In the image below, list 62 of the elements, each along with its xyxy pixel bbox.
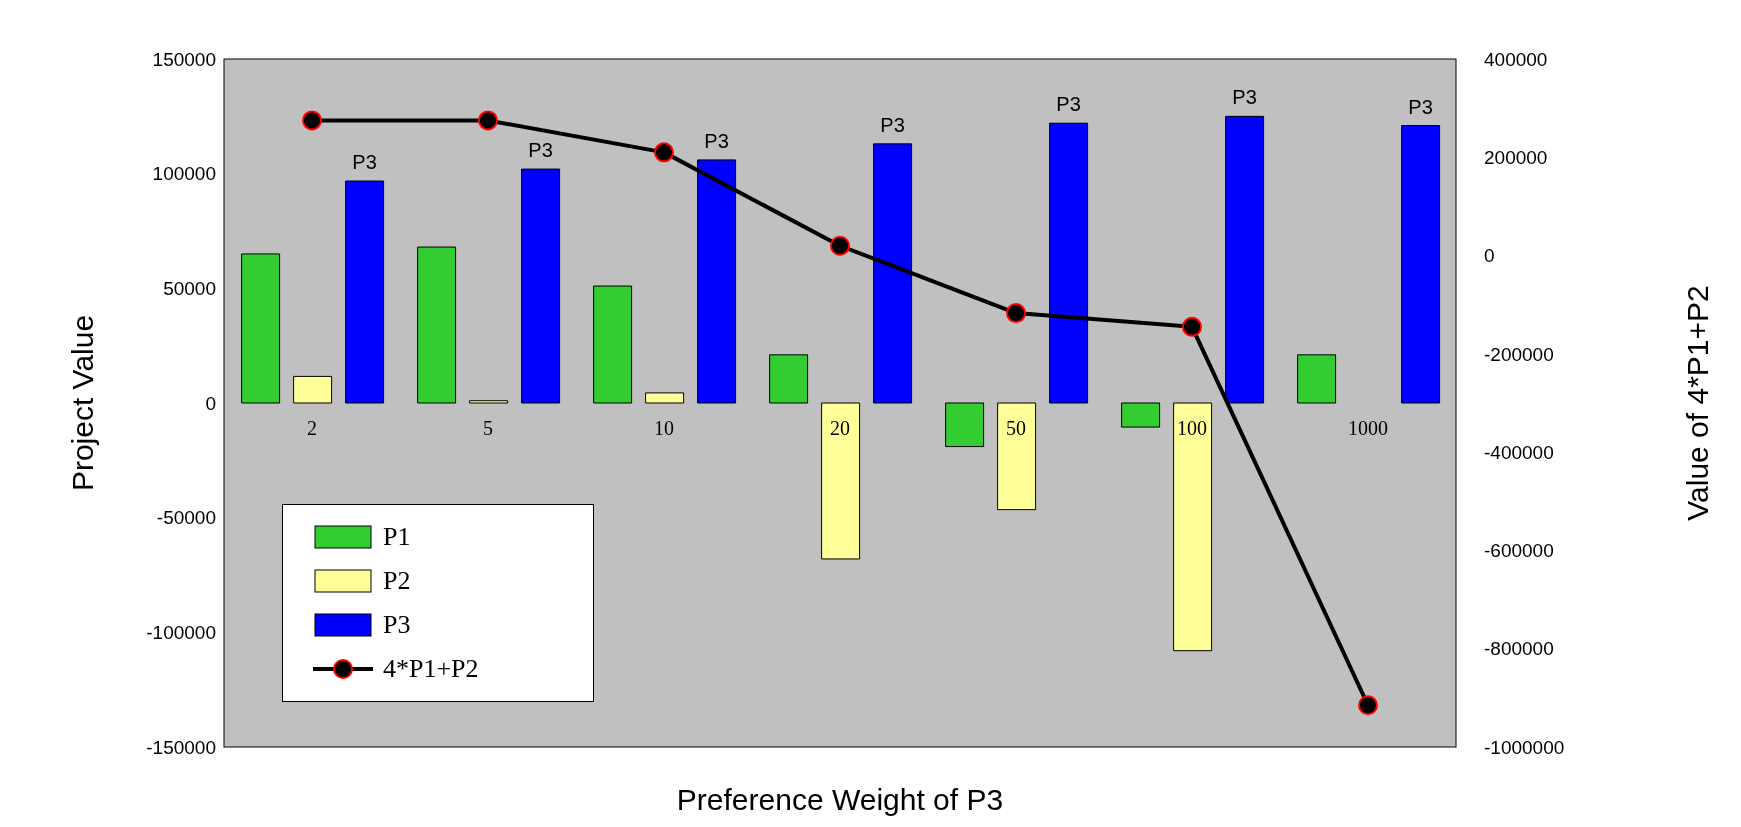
x-tick-label: 20 bbox=[830, 417, 850, 439]
data-label: P3 bbox=[704, 129, 729, 152]
x-tick-label: 100 bbox=[1177, 417, 1207, 439]
legend-label: P3 bbox=[383, 610, 411, 640]
x-tick-label: 5 bbox=[483, 417, 493, 439]
bar bbox=[241, 253, 281, 404]
y-tick-label: -150000 bbox=[146, 736, 216, 758]
x-tick-label: 50 bbox=[1006, 417, 1026, 439]
bar bbox=[769, 354, 809, 404]
y2-tick-label: 0 bbox=[1484, 245, 1495, 267]
y2-tick-label: -1000000 bbox=[1484, 736, 1565, 758]
bar bbox=[521, 168, 561, 404]
bar bbox=[1401, 125, 1441, 404]
data-label: P3 bbox=[1232, 86, 1257, 109]
bar bbox=[645, 392, 685, 404]
point bbox=[1182, 316, 1202, 337]
bar bbox=[697, 159, 737, 404]
y-tick-label: 100000 bbox=[152, 163, 216, 185]
y-tick-label: 0 bbox=[205, 392, 216, 414]
data-label: P3 bbox=[1056, 93, 1081, 116]
data-label: P3 bbox=[528, 139, 553, 162]
x-tick-label: 2 bbox=[307, 417, 317, 439]
point bbox=[1006, 303, 1026, 324]
legend-label: 4*P1+P2 bbox=[383, 654, 479, 684]
y2-tick-label: 200000 bbox=[1484, 147, 1548, 169]
y2-tick-label: 400000 bbox=[1484, 48, 1548, 70]
bar bbox=[293, 375, 333, 404]
bar bbox=[469, 400, 509, 404]
bar bbox=[593, 285, 633, 404]
bar bbox=[1121, 402, 1161, 428]
data-label: P3 bbox=[352, 151, 377, 174]
x-tick-label: 10 bbox=[654, 417, 674, 439]
legend-label: P2 bbox=[383, 566, 411, 596]
y2-tick-label: -200000 bbox=[1484, 343, 1554, 365]
data-label: P3 bbox=[880, 113, 905, 136]
x-axis-title: Preference Weight of P3 bbox=[676, 783, 1004, 817]
data-label: P3 bbox=[1408, 95, 1433, 118]
y-tick-label: -100000 bbox=[146, 622, 216, 644]
point bbox=[1358, 695, 1378, 716]
point bbox=[302, 110, 322, 131]
legend-label: P1 bbox=[383, 522, 411, 552]
y-axis-title: Project Value bbox=[66, 314, 100, 492]
y2-tick-label: -400000 bbox=[1484, 441, 1554, 463]
bar bbox=[945, 402, 985, 448]
y2-tick-label: -800000 bbox=[1484, 638, 1554, 660]
point bbox=[830, 235, 850, 256]
bar bbox=[345, 180, 385, 404]
y-tick-label: -50000 bbox=[156, 507, 216, 529]
y-tick-label: 50000 bbox=[163, 278, 216, 300]
x-tick-label: 1000 bbox=[1348, 417, 1388, 439]
bar bbox=[997, 402, 1037, 511]
y2-axis-title: Value of 4*P1+P2 bbox=[1681, 285, 1715, 521]
point bbox=[654, 142, 674, 163]
bar bbox=[1049, 122, 1089, 404]
bar bbox=[873, 143, 913, 404]
point bbox=[478, 110, 498, 131]
bar bbox=[1297, 354, 1337, 404]
bar bbox=[417, 246, 457, 404]
y2-tick-label: -600000 bbox=[1484, 540, 1554, 562]
y-tick-label: 150000 bbox=[152, 48, 216, 70]
bar bbox=[1173, 402, 1213, 652]
bar bbox=[821, 402, 861, 560]
